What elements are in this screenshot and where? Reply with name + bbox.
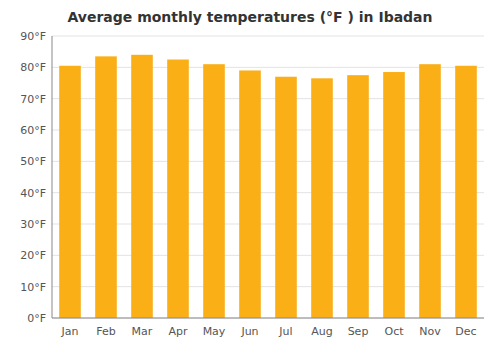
- bar: [311, 78, 333, 318]
- x-tick-label: Dec: [455, 325, 476, 338]
- bar: [419, 64, 441, 318]
- y-tick-label: 40°F: [20, 187, 46, 200]
- chart-container: Average monthly temperatures (°F ) in Ib…: [0, 0, 500, 350]
- title: Average monthly temperatures (°F ) in Ib…: [67, 9, 432, 25]
- y-tick-label: 20°F: [20, 249, 46, 262]
- bars: [59, 55, 477, 318]
- x-tick-label: Jun: [240, 325, 258, 338]
- bar: [347, 75, 369, 318]
- y-axis: 0°F 10°F 20°F 30°F 40°F 50°F 60°F 70°F 80°F 90°F: [20, 30, 46, 325]
- bar: [95, 56, 117, 318]
- x-axis: Jan Feb Mar Apr May Jun Jul Aug Sep Oct Nov Dec: [61, 325, 477, 338]
- x-tick-label: Nov: [419, 325, 441, 338]
- y-tick-label: 50°F: [20, 155, 46, 168]
- grid: [52, 36, 484, 318]
- x-axis-line: [52, 318, 484, 319]
- x-tick-label: Mar: [132, 325, 153, 338]
- bar: [383, 72, 405, 318]
- x-tick-label: Oct: [384, 325, 404, 338]
- bar: [275, 77, 297, 318]
- grid-line: [52, 318, 484, 319]
- y-tick-label: 30°F: [20, 218, 46, 231]
- bar: [59, 66, 81, 318]
- x-tick-label: May: [203, 325, 226, 338]
- y-axis-line: [52, 36, 53, 318]
- bar: [167, 60, 189, 319]
- x-tick-label: Jan: [61, 325, 79, 338]
- chart-svg: Average monthly temperatures (°F ) in Ib…: [0, 0, 500, 350]
- y-tick-label: 80°F: [20, 61, 46, 74]
- x-tick-label: Apr: [168, 325, 188, 338]
- y-tick-label: 0°F: [27, 312, 46, 325]
- bar: [131, 55, 153, 318]
- x-tick-label: Sep: [348, 325, 369, 338]
- bar: [203, 64, 225, 318]
- bar: [455, 66, 477, 318]
- x-tick-label: Aug: [311, 325, 332, 338]
- x-tick-label: Jul: [278, 325, 292, 338]
- y-tick-label: 60°F: [20, 124, 46, 137]
- y-tick-label: 70°F: [20, 93, 46, 106]
- bar: [239, 70, 261, 318]
- x-tick-label: Feb: [96, 325, 115, 338]
- y-tick-label: 90°F: [20, 30, 46, 43]
- y-tick-label: 10°F: [20, 281, 46, 294]
- grid-line: [52, 36, 484, 37]
